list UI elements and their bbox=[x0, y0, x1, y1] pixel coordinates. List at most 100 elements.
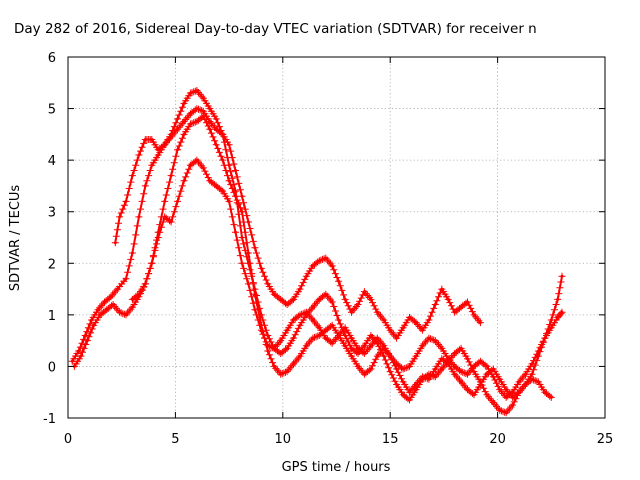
x-tick-label: 10 bbox=[275, 432, 292, 447]
data-point bbox=[556, 315, 560, 319]
data-point bbox=[485, 372, 489, 376]
data-point bbox=[188, 163, 192, 167]
data-point bbox=[195, 107, 199, 111]
x-tick-labels: 0 5 10 15 20 25 bbox=[64, 432, 613, 447]
data-point bbox=[214, 184, 218, 188]
data-point bbox=[466, 372, 469, 376]
data-point bbox=[504, 411, 508, 415]
data-point bbox=[491, 375, 495, 379]
x-tick-label: 0 bbox=[64, 432, 72, 447]
y-tick-label: 4 bbox=[48, 154, 56, 169]
data-point bbox=[214, 117, 218, 121]
data-point bbox=[375, 310, 379, 314]
data-point bbox=[214, 143, 218, 147]
x-tick-label: 25 bbox=[597, 432, 614, 447]
data-point bbox=[556, 297, 560, 301]
data-point bbox=[240, 210, 244, 214]
data-point bbox=[253, 292, 257, 296]
x-tick-label: 15 bbox=[382, 432, 399, 447]
data-point bbox=[259, 313, 263, 317]
data-point bbox=[227, 179, 231, 183]
data-point bbox=[143, 184, 147, 188]
data-point bbox=[266, 282, 270, 286]
data-point bbox=[240, 236, 244, 239]
data-point bbox=[343, 297, 347, 301]
data-point bbox=[240, 194, 244, 198]
data-point bbox=[478, 359, 482, 363]
data-point bbox=[433, 375, 437, 379]
x-tick-label: 20 bbox=[489, 432, 506, 447]
data-point bbox=[70, 359, 74, 363]
data-point bbox=[324, 328, 328, 332]
data-point bbox=[511, 390, 515, 394]
data-point bbox=[169, 174, 173, 178]
data-point bbox=[324, 292, 328, 296]
data-point bbox=[388, 354, 392, 358]
data-point bbox=[156, 230, 160, 234]
data-point bbox=[111, 303, 115, 306]
x-axis-label: GPS time / hours bbox=[282, 460, 391, 475]
data-point bbox=[395, 383, 399, 386]
series-track-2 bbox=[111, 87, 566, 417]
data-point bbox=[414, 388, 418, 392]
data-point bbox=[188, 122, 192, 126]
data-point bbox=[472, 370, 476, 374]
data-point bbox=[124, 313, 128, 317]
data-point bbox=[433, 367, 437, 371]
data-point bbox=[408, 390, 411, 394]
data-point bbox=[433, 339, 437, 343]
data-point bbox=[304, 310, 308, 314]
data-point bbox=[536, 380, 540, 384]
data-point bbox=[279, 352, 283, 355]
data-point bbox=[176, 148, 179, 152]
data-point bbox=[427, 336, 431, 340]
data-point bbox=[221, 158, 225, 162]
data-point bbox=[408, 364, 411, 368]
data-point bbox=[304, 344, 308, 348]
data-point bbox=[227, 163, 231, 167]
data-point bbox=[182, 179, 186, 183]
data-point bbox=[472, 313, 476, 317]
data-point bbox=[292, 297, 295, 301]
data-point bbox=[195, 158, 199, 162]
data-point bbox=[113, 241, 117, 245]
data-point bbox=[459, 370, 463, 374]
data-point bbox=[285, 303, 289, 306]
series-markers bbox=[68, 105, 484, 365]
data-point bbox=[137, 153, 141, 157]
data-point bbox=[362, 352, 366, 355]
data-point bbox=[350, 310, 353, 314]
data-point bbox=[240, 261, 244, 265]
data-point bbox=[130, 251, 134, 255]
data-point bbox=[96, 308, 100, 312]
data-series bbox=[68, 87, 566, 417]
data-point bbox=[214, 127, 218, 131]
data-point bbox=[395, 367, 399, 371]
data-point bbox=[311, 318, 315, 322]
data-point bbox=[337, 318, 341, 322]
data-point bbox=[453, 310, 457, 314]
data-point bbox=[176, 127, 179, 131]
data-point bbox=[298, 313, 302, 317]
data-point bbox=[466, 357, 469, 361]
data-point bbox=[362, 290, 366, 294]
data-point bbox=[356, 303, 360, 306]
data-point bbox=[382, 354, 386, 358]
chart-title: Day 282 of 2016, Sidereal Day-to-day VTE… bbox=[14, 21, 537, 37]
data-point bbox=[208, 120, 212, 123]
data-point bbox=[137, 292, 141, 296]
data-point bbox=[560, 310, 564, 314]
data-point bbox=[83, 334, 87, 337]
data-point bbox=[420, 344, 424, 348]
data-point bbox=[259, 266, 263, 270]
data-point bbox=[317, 297, 321, 301]
data-point bbox=[511, 403, 515, 407]
data-point bbox=[234, 194, 237, 198]
y-tick-label: 2 bbox=[48, 257, 56, 272]
data-point bbox=[524, 372, 527, 376]
data-point bbox=[549, 395, 553, 399]
data-point bbox=[504, 395, 508, 399]
data-point bbox=[266, 349, 270, 353]
y-tick-label: 1 bbox=[48, 309, 56, 324]
data-point bbox=[227, 143, 231, 147]
